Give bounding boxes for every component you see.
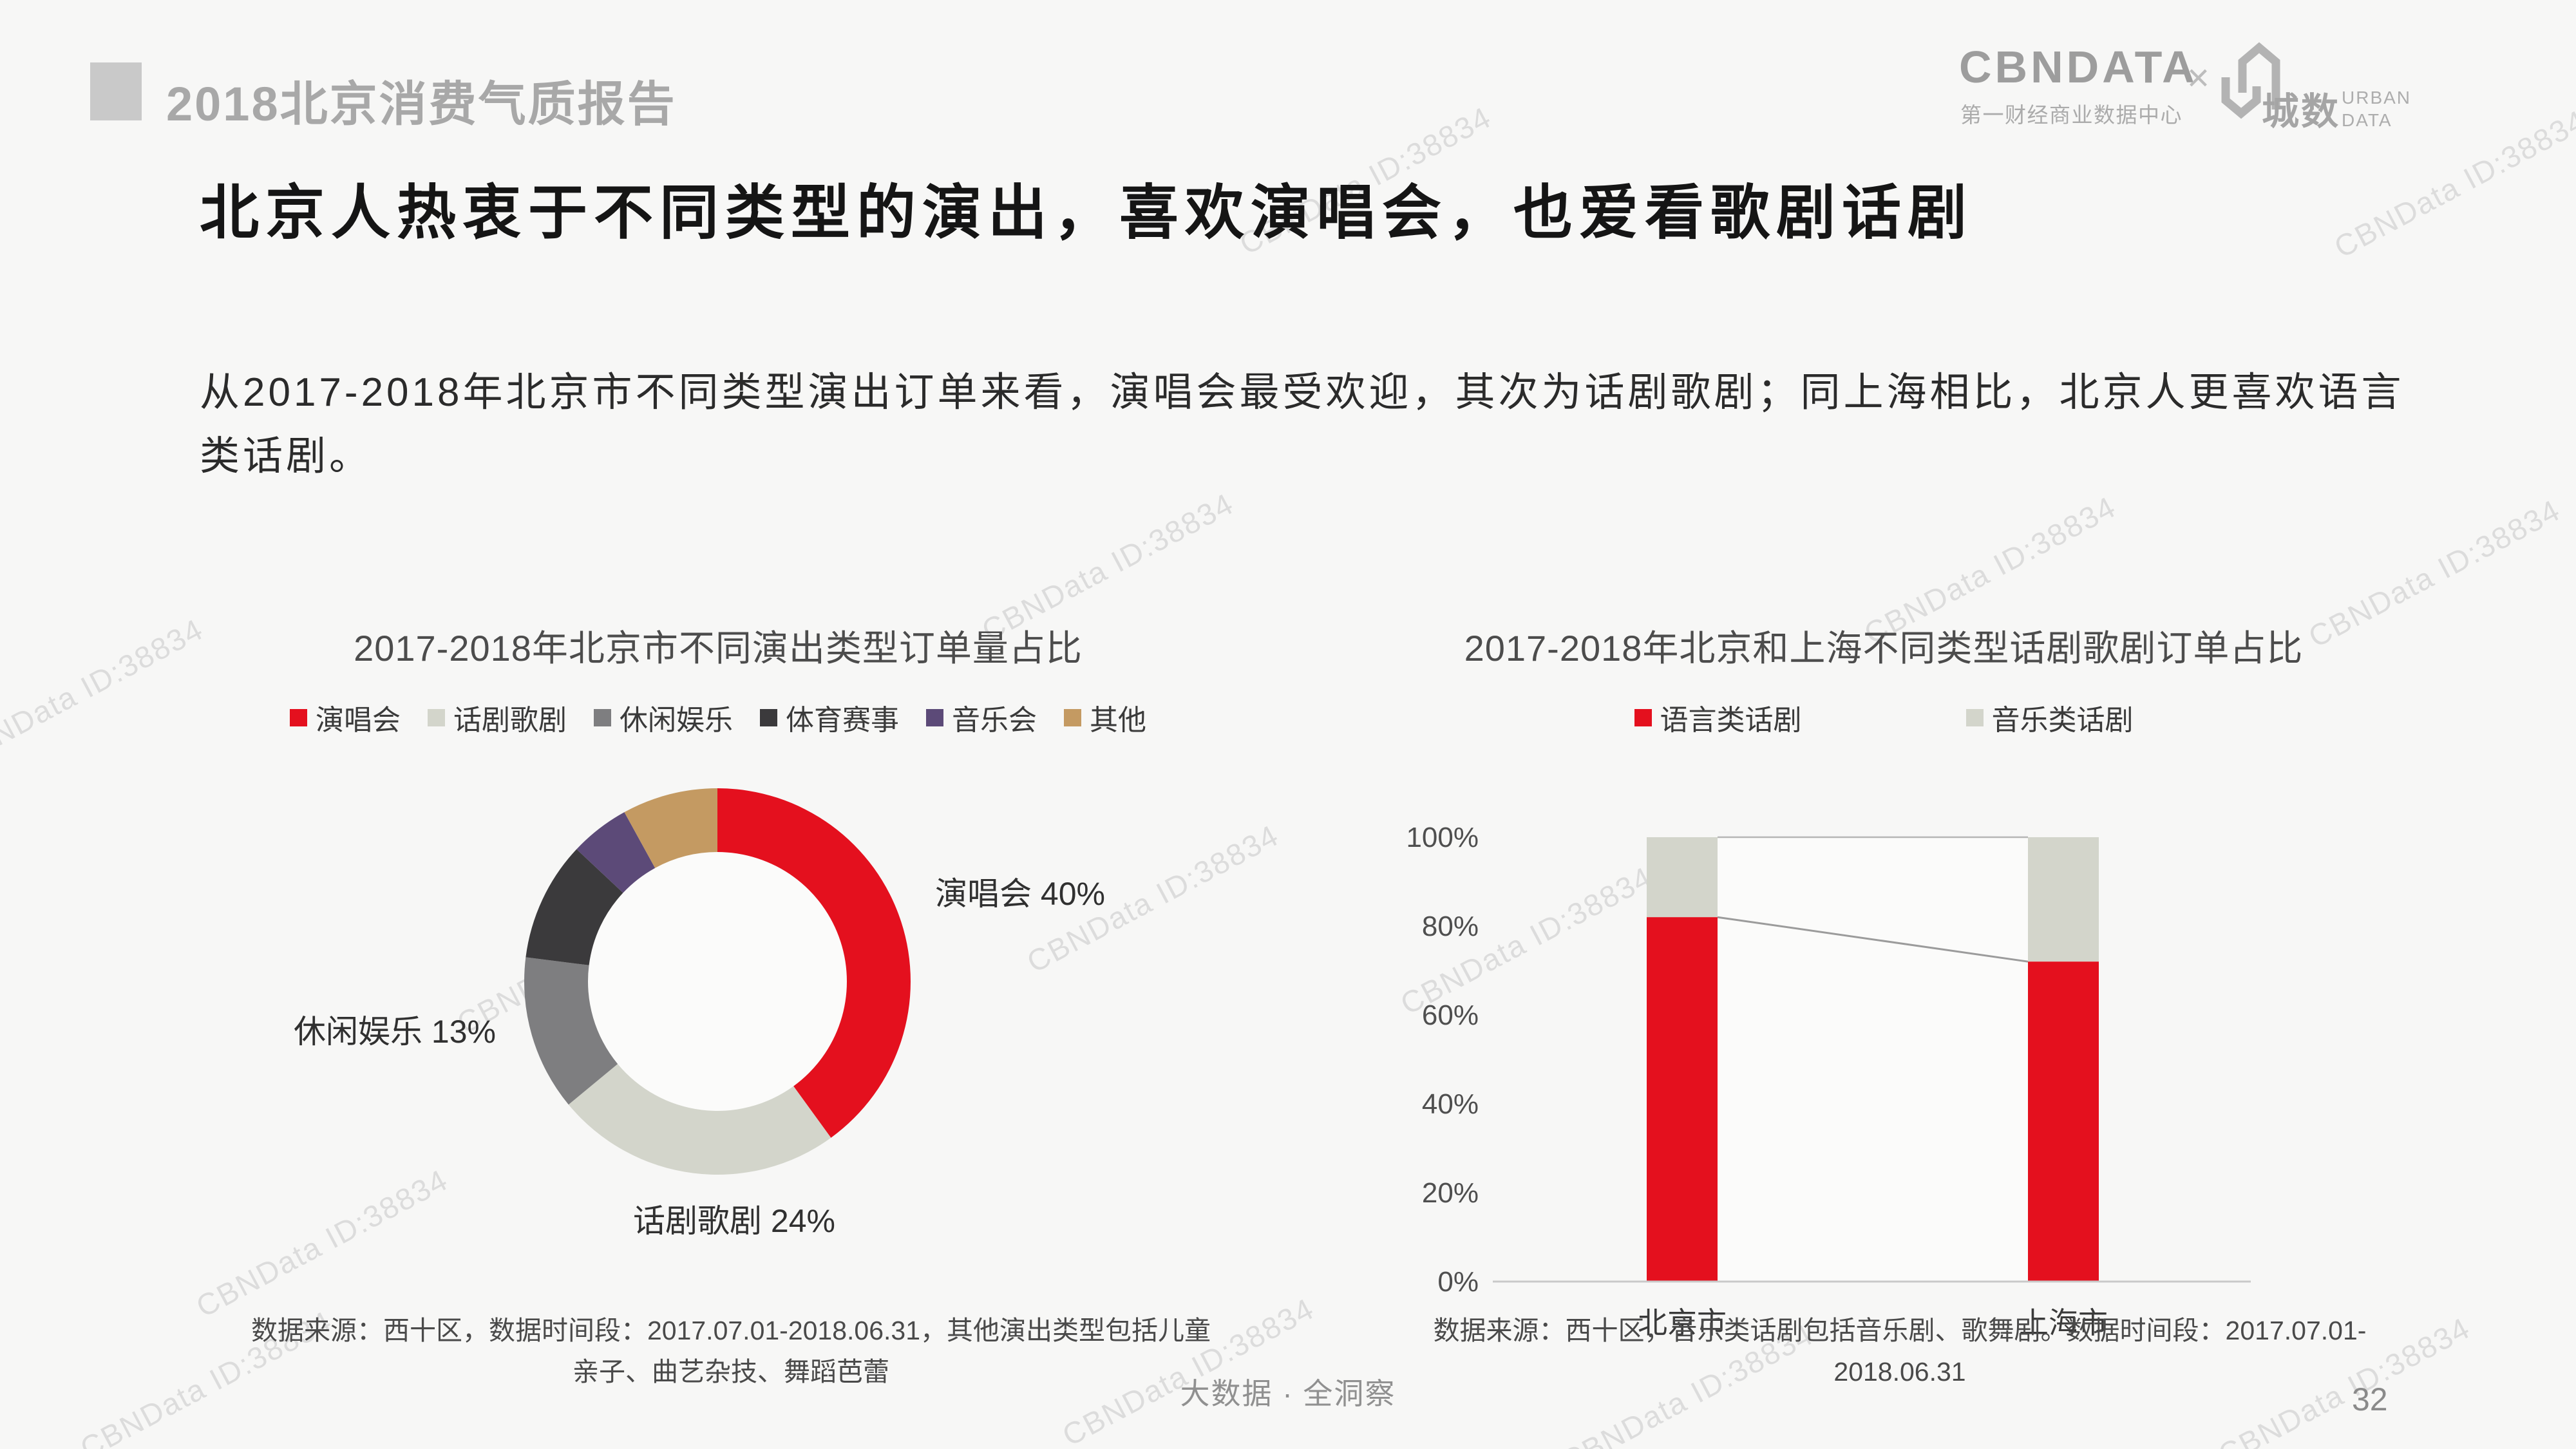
bar-language-北京市 bbox=[1647, 917, 1718, 1282]
donut-slice-4 bbox=[526, 849, 623, 965]
legend-item: 体育赛事 bbox=[760, 697, 899, 738]
bar-musical-上海市 bbox=[2028, 837, 2099, 962]
legend-label: 语言类话剧 bbox=[1660, 705, 1802, 736]
donut-slice-5 bbox=[576, 812, 656, 893]
legend-item: 话剧歌剧 bbox=[428, 697, 567, 738]
header-accent-square bbox=[90, 62, 142, 120]
y-axis-tick: 60% bbox=[1422, 999, 1479, 1031]
donut-hole bbox=[588, 852, 847, 1111]
bar-musical-北京市 bbox=[1647, 837, 1718, 918]
bar-chart: 北京市 上海市 0% 20% 40% 60% 80% 100% bbox=[1406, 822, 2251, 1340]
footnote-right: 数据来源：西十区，音乐类话剧包括音乐剧、歌舞剧。数据时间段：2017.07.01… bbox=[1397, 1311, 2402, 1392]
legend-swatch bbox=[1064, 708, 1081, 726]
legend-label: 其他 bbox=[1090, 705, 1146, 736]
donut-slice-3 bbox=[524, 957, 618, 1105]
x-axis-label: 上海市 bbox=[2019, 1306, 2108, 1340]
legend-item: 其他 bbox=[1064, 697, 1146, 738]
cbndata-logo: CBNDATA bbox=[1959, 42, 2198, 92]
footnote-right-line2: 2018.06.31 bbox=[1833, 1356, 1966, 1387]
bar-chart-title: 2017-2018年北京和上海不同类型话剧歌剧订单占比 bbox=[1464, 628, 2304, 668]
plot-area bbox=[1718, 837, 2028, 1282]
donut-callout-leisure: 休闲娱乐 13% bbox=[294, 1014, 496, 1050]
donut-callout-concerts: 演唱会 40% bbox=[935, 876, 1105, 912]
urban-data-logo-cn: 城数 bbox=[2262, 91, 2341, 133]
bar-language-上海市 bbox=[2028, 961, 2099, 1282]
legend-label: 体育赛事 bbox=[786, 705, 899, 736]
urban-data-logo-icon bbox=[2221, 42, 2280, 119]
y-axis-tick: 100% bbox=[1406, 822, 1479, 853]
legend-label: 音乐类话剧 bbox=[1991, 705, 2134, 736]
legend-label: 音乐会 bbox=[952, 705, 1037, 736]
legend-swatch bbox=[760, 708, 777, 726]
legend-swatch bbox=[926, 708, 943, 726]
footnote-left: 数据来源：西十区，数据时间段：2017.07.01-2018.06.31，其他演… bbox=[206, 1311, 1256, 1392]
legend-swatch bbox=[1634, 708, 1652, 726]
page-number: 32 bbox=[2352, 1381, 2388, 1417]
legend-label: 演唱会 bbox=[316, 705, 401, 736]
watermark-text: CBNData ID:38834 bbox=[190, 1162, 454, 1324]
page-title: 北京人热衷于不同类型的演出，喜欢演唱会，也爱看歌剧话剧 bbox=[200, 180, 1974, 246]
y-axis-tick: 40% bbox=[1422, 1088, 1479, 1120]
donut-chart-title: 2017-2018年北京市不同演出类型订单量占比 bbox=[354, 628, 1083, 668]
legend-item: 音乐会 bbox=[926, 697, 1037, 738]
urban-data-logo-en-line2: DATA bbox=[2342, 110, 2392, 130]
legend-item: 语言类话剧 bbox=[1634, 697, 1802, 738]
legend-label: 话剧歌剧 bbox=[453, 705, 567, 736]
x-axis-label: 北京市 bbox=[1638, 1306, 1727, 1340]
donut-slice-2 bbox=[568, 1064, 831, 1175]
legend-swatch bbox=[594, 708, 611, 726]
y-axis-tick: 20% bbox=[1422, 1177, 1479, 1209]
bar-chart-legend: 语言类话剧 音乐类话剧 bbox=[1452, 697, 2315, 738]
donut-chart bbox=[524, 788, 911, 1175]
logo-separator-icon: × bbox=[2187, 56, 2210, 99]
legend-item: 休闲娱乐 bbox=[594, 697, 733, 738]
watermark-text: CBNData ID:38834 bbox=[0, 611, 209, 773]
urban-data-logo-en-line1: URBAN bbox=[2342, 88, 2412, 108]
donut-slice-6 bbox=[624, 788, 717, 868]
page-body-text: 从2017-2018年北京市不同类型演出订单来看，演唱会最受欢迎，其次为话剧歌剧… bbox=[200, 370, 2405, 479]
footnote-left-line1: 数据来源：西十区，数据时间段：2017.07.01-2018.06.31，其他演… bbox=[251, 1316, 1211, 1345]
legend-label: 休闲娱乐 bbox=[620, 705, 733, 736]
series-line-language-drama bbox=[1717, 916, 2029, 963]
footer-slogan: 大数据 · 全洞察 bbox=[1180, 1377, 1396, 1410]
donut-chart-legend: 演唱会 话剧歌剧 休闲娱乐 体育赛事 音乐会 其他 bbox=[270, 697, 1166, 738]
report-title: 2018北京消费气质报告 bbox=[166, 77, 677, 131]
legend-swatch bbox=[428, 708, 445, 726]
legend-swatch bbox=[1965, 708, 1984, 726]
urban-data-logo-en: URBAN DATA bbox=[2342, 86, 2411, 131]
footnote-right-line1: 数据来源：西十区，音乐类话剧包括音乐剧、歌舞剧。数据时间段：2017.07.01… bbox=[1433, 1316, 2367, 1345]
footnote-left-line2: 亲子、曲艺杂技、舞蹈芭蕾 bbox=[573, 1356, 889, 1387]
legend-item: 音乐类话剧 bbox=[1965, 697, 2134, 738]
cbndata-logo-subtitle: 第一财经商业数据中心 bbox=[1960, 103, 2183, 127]
legend-item: 演唱会 bbox=[290, 697, 401, 738]
legend-swatch bbox=[290, 708, 307, 726]
y-axis-tick: 0% bbox=[1437, 1266, 1479, 1298]
y-axis-tick: 80% bbox=[1422, 911, 1479, 942]
donut-callout-drama-opera: 话剧歌剧 24% bbox=[633, 1203, 835, 1239]
donut-slice-1 bbox=[717, 788, 911, 1138]
